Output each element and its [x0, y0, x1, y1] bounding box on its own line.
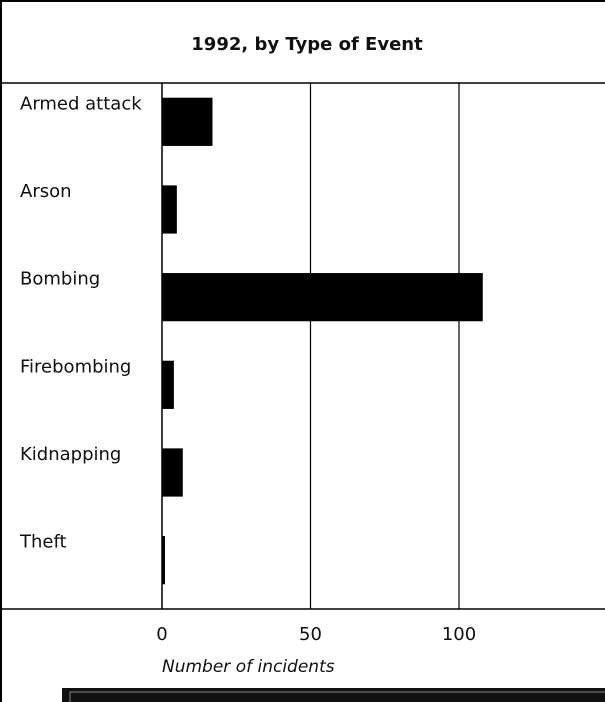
category-label: Arson [20, 181, 72, 202]
category-label: Armed attack [20, 93, 142, 114]
bar-bombing [162, 273, 483, 322]
bars-layer [162, 97, 483, 585]
x-tick-label: 0 [156, 624, 167, 645]
chart-title: 1992, by Type of Event [191, 34, 423, 55]
bar-theft [162, 536, 165, 585]
category-label: Theft [19, 532, 67, 553]
bar-arson [162, 185, 177, 234]
bar-firebombing [162, 360, 174, 409]
category-labels: Armed attack Arson Bombing Firebombing Kidna… [19, 93, 142, 552]
category-label: Kidnapping [20, 444, 121, 465]
bottom-dark-band [62, 688, 605, 702]
category-label: Firebombing [20, 356, 131, 377]
bar-kidnapping [162, 448, 183, 497]
bottom-band-inner [69, 691, 605, 702]
x-tick-label: 50 [299, 624, 322, 645]
x-tick-labels: 0 50 100 [156, 624, 476, 645]
x-axis-title: Number of incidents [162, 657, 335, 677]
grid-layer [309, 83, 460, 609]
x-tick-label: 100 [442, 624, 476, 645]
category-label: Bombing [20, 269, 100, 290]
bar-armed-attack [162, 97, 213, 146]
